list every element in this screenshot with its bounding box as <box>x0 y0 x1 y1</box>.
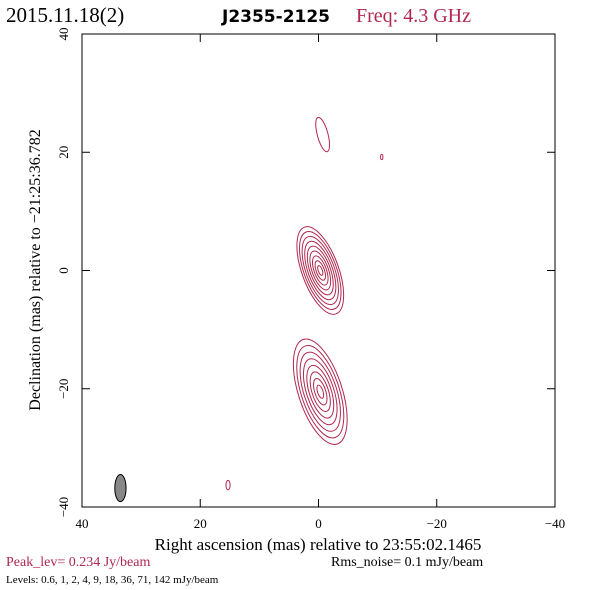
contour-level <box>299 231 342 310</box>
contour-level <box>296 345 345 439</box>
y-axis-ticks <box>82 33 555 508</box>
beam-layer <box>114 473 127 503</box>
x-tick-label: 20 <box>194 516 207 531</box>
x-axis-label: Right ascension (mas) relative to 23:55:… <box>155 535 482 554</box>
contour-level <box>304 240 337 301</box>
contour-level <box>301 235 339 306</box>
contour-levels: Levels: 0.6, 1, 2, 4, 9, 18, 36, 71, 142… <box>6 574 219 586</box>
contour-blob <box>380 153 384 161</box>
contour-blob <box>315 116 331 153</box>
x-axis-tick-labels: 40 20 0 −20 −40 <box>76 516 566 531</box>
contour-blob <box>225 479 231 491</box>
y-tick-label: 0 <box>56 267 71 274</box>
x-tick-label: −40 <box>545 516 565 531</box>
rms-noise: Rms_noise= 0.1 mJy/beam <box>331 555 483 570</box>
header-frequency: Freq: 4.3 GHz <box>356 5 471 27</box>
y-tick-label: −20 <box>56 379 71 399</box>
contour-level <box>306 364 335 419</box>
contour-level <box>314 260 326 281</box>
contour-level <box>313 378 328 406</box>
contour-layer <box>225 116 384 491</box>
y-tick-label: 40 <box>56 28 71 41</box>
x-tick-label: 40 <box>76 516 89 531</box>
contour-level <box>306 245 334 296</box>
x-tick-label: −20 <box>427 516 447 531</box>
y-tick-label: −40 <box>56 497 71 517</box>
header-source: J2355-2125 <box>221 7 330 27</box>
x-tick-label: 0 <box>315 516 322 531</box>
contour-level <box>311 255 329 286</box>
beam-ellipse <box>114 473 127 503</box>
y-tick-label: 20 <box>56 146 71 159</box>
contour-level <box>302 358 338 426</box>
x-axis-ticks <box>81 34 556 507</box>
contour-level <box>296 226 345 315</box>
y-axis-tick-labels: 40 20 0 −20 −40 <box>56 28 71 518</box>
y-axis-label: Declination (mas) relative to −21:25:36.… <box>27 129 44 410</box>
contour-level <box>299 351 341 432</box>
contour-level <box>309 250 332 291</box>
contour-level <box>317 265 324 276</box>
contour-level <box>292 338 348 445</box>
contour-level <box>309 371 331 412</box>
contour-level <box>316 384 325 399</box>
header-date: 2015.11.18(2) <box>6 3 124 27</box>
peak-level: Peak_lev= 0.234 Jy/beam <box>6 555 150 570</box>
